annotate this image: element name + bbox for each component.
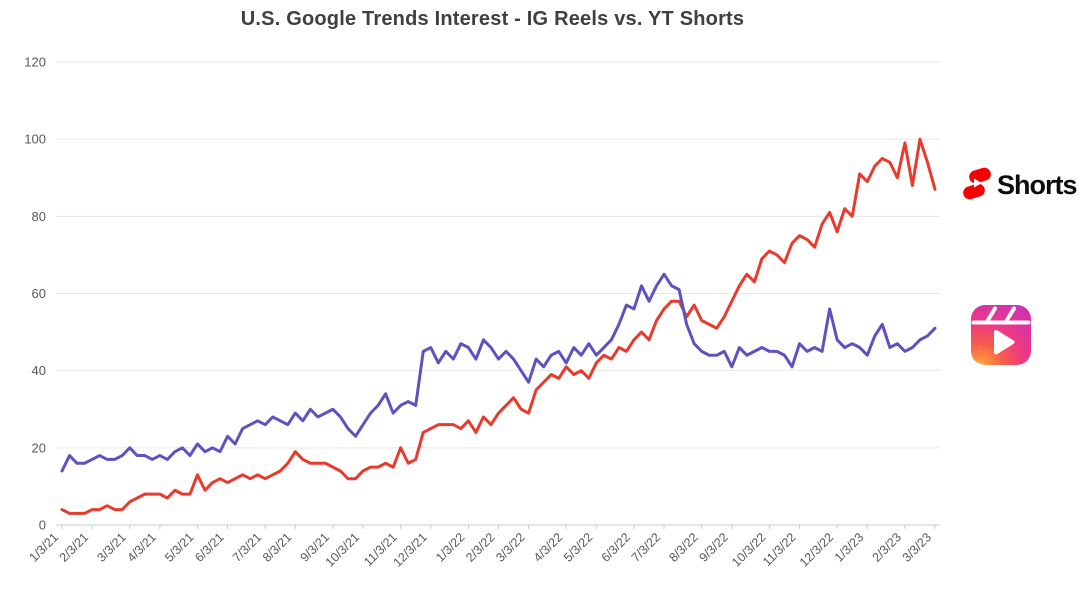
svg-text:5/3/22: 5/3/22 <box>561 530 596 565</box>
svg-text:10/3/21: 10/3/21 <box>323 530 362 569</box>
chart-title: U.S. Google Trends Interest - IG Reels v… <box>240 8 745 30</box>
svg-text:11/3/22: 11/3/22 <box>760 530 799 569</box>
svg-text:4/3/21: 4/3/21 <box>124 530 159 565</box>
shorts-label: Shorts <box>997 169 1078 200</box>
svg-text:1/3/21: 1/3/21 <box>27 530 62 565</box>
svg-text:3/3/22: 3/3/22 <box>493 530 528 565</box>
svg-text:80: 80 <box>32 209 46 224</box>
youtube-shorts-icon <box>963 167 991 200</box>
svg-text:9/3/22: 9/3/22 <box>696 530 731 565</box>
instagram-reels-icon <box>971 305 1031 365</box>
svg-text:120: 120 <box>24 55 46 70</box>
svg-text:7/3/22: 7/3/22 <box>629 530 664 565</box>
svg-text:3/3/23: 3/3/23 <box>900 530 935 565</box>
reels-legend <box>971 305 1031 365</box>
svg-text:4/3/22: 4/3/22 <box>531 530 566 565</box>
svg-text:10/3/22: 10/3/22 <box>729 530 768 569</box>
svg-text:7/3/21: 7/3/21 <box>230 530 265 565</box>
svg-text:6/3/21: 6/3/21 <box>192 530 227 565</box>
svg-text:1/3/23: 1/3/23 <box>832 530 867 565</box>
svg-text:12/3/22: 12/3/22 <box>797 530 836 569</box>
svg-text:0: 0 <box>39 518 46 533</box>
svg-text:2/3/21: 2/3/21 <box>57 530 92 565</box>
svg-text:40: 40 <box>32 363 46 378</box>
svg-text:1/3/22: 1/3/22 <box>433 530 468 565</box>
svg-text:6/3/22: 6/3/22 <box>599 530 634 565</box>
svg-text:2/3/23: 2/3/23 <box>870 530 905 565</box>
svg-text:5/3/21: 5/3/21 <box>162 530 197 565</box>
svg-text:12/3/21: 12/3/21 <box>390 530 429 569</box>
svg-text:60: 60 <box>32 286 46 301</box>
svg-text:8/3/22: 8/3/22 <box>666 530 701 565</box>
svg-text:8/3/21: 8/3/21 <box>260 530 295 565</box>
svg-text:100: 100 <box>24 132 46 147</box>
svg-text:20: 20 <box>32 440 46 455</box>
svg-text:2/3/22: 2/3/22 <box>463 530 498 565</box>
shorts-legend: Shorts <box>962 166 1078 204</box>
svg-text:3/3/21: 3/3/21 <box>94 530 129 565</box>
